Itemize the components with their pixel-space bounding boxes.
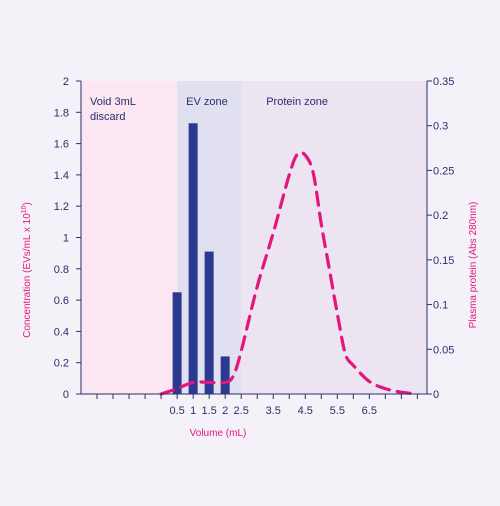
y-axis-left-title: Concentration (EVs/mL x 1010) <box>21 202 33 338</box>
x-tick-label-1: 1 <box>190 405 196 417</box>
y-right-tick-label-2: 0.1 <box>433 300 448 312</box>
bar-1 <box>188 123 198 394</box>
bar-0 <box>172 292 182 394</box>
zone-label-0-1: discard <box>90 111 125 123</box>
x-tick-label-2: 1.5 <box>201 405 216 417</box>
y-left-tick-label-8: 1.6 <box>54 139 69 151</box>
y-right-tick-label-3: 0.15 <box>433 255 454 267</box>
y-axis-right-title: Plasma protein (Abs 280nm) <box>468 202 479 329</box>
zones: Void 3mL discard EV zone Protein zone <box>81 81 427 394</box>
x-tick-label-3: 2 <box>222 405 228 417</box>
y-left-tick-label-2: 0.4 <box>54 326 69 338</box>
y-right-tick-label-5: 0.25 <box>433 165 454 177</box>
x-tick-label-8: 6.5 <box>362 405 377 417</box>
y-left-tick-label-4: 0.8 <box>54 264 69 276</box>
y-right-tick-label-6: 0.3 <box>433 121 448 133</box>
x-axis-title: Volume (mL) <box>190 428 247 439</box>
bar-2 <box>204 251 214 394</box>
y-left-tick-label-3: 0.6 <box>54 295 69 307</box>
zone-label-1-0: EV zone <box>186 96 228 108</box>
y-right-tick-label-7: 0.35 <box>433 76 454 88</box>
zone-label-0-0: Void 3mL <box>90 96 136 108</box>
y-left-tick-label-9: 1.8 <box>54 107 69 119</box>
x-tick-label-5: 3.5 <box>266 405 281 417</box>
y-left-tick-label-7: 1.4 <box>54 170 69 182</box>
y-left-tick-label-1: 0.2 <box>54 358 69 370</box>
bars <box>172 123 230 394</box>
x-tick-label-0: 0.5 <box>169 405 184 417</box>
zone-label-2-0: Protein zone <box>266 96 328 108</box>
y-left-tick-label-0: 0 <box>63 389 69 401</box>
y-axis-left-title-main: Concentration (EVs/mL x 10 <box>22 213 33 338</box>
x-tick-label-7: 5.5 <box>330 405 345 417</box>
y-right-tick-label-4: 0.2 <box>433 210 448 222</box>
x-tick-label-6: 4.5 <box>298 405 313 417</box>
y-axis-left-title-end: ) <box>22 202 33 205</box>
axes: 0 0.2 0.4 0.6 0.8 1 1.2 1.4 1.6 1.8 2 0 0.05 0.1 0.15 0… <box>54 76 455 417</box>
y-right-tick-label-1: 0.05 <box>433 344 454 356</box>
x-tick-label-4: 2.5 <box>234 405 249 417</box>
protein-line <box>159 150 419 396</box>
zone-band-2 <box>241 81 427 394</box>
zone-band-0 <box>81 81 178 394</box>
y-right-tick-label-0: 0 <box>433 389 439 401</box>
y-axis-left-title-sup: 10 <box>21 205 28 213</box>
y-left-tick-label-10: 2 <box>63 76 69 88</box>
lines <box>159 150 419 396</box>
y-left-tick-label-5: 1 <box>63 233 69 245</box>
bar-3 <box>220 356 230 394</box>
y-left-tick-label-6: 1.2 <box>54 201 69 213</box>
